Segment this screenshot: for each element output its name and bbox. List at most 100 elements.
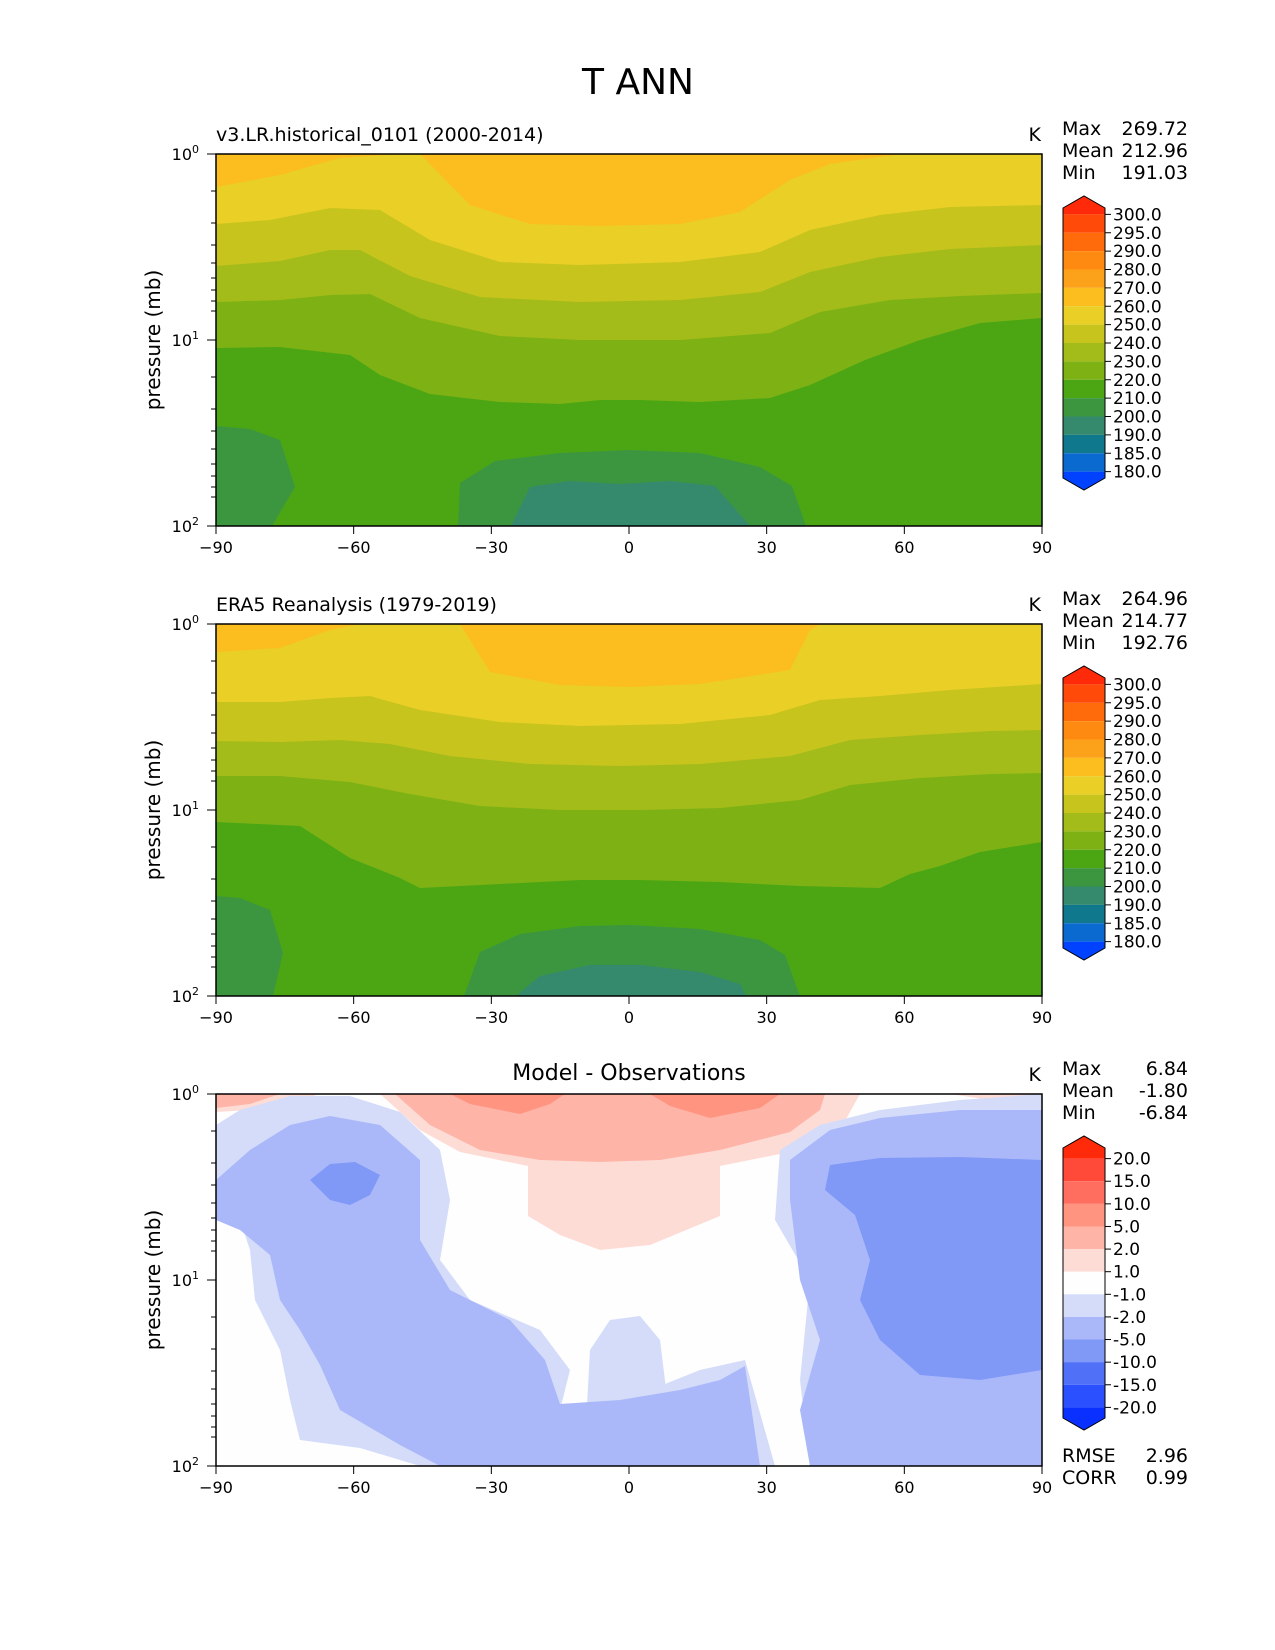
y-axis-label: pressure (mb) [141, 270, 165, 411]
x-tick-label: 0 [624, 538, 634, 557]
colorbar-segment [1063, 666, 1105, 685]
x-tick-label: −60 [337, 538, 371, 557]
colorbar-segment [1063, 1158, 1105, 1182]
colorbar-tick-label: 210.0 [1113, 859, 1162, 879]
colorbar: 300.0295.0290.0280.0270.0260.0250.0240.0… [1062, 195, 1162, 491]
colorbar-segment [1063, 721, 1105, 740]
y-tick-label: 100 [172, 143, 199, 164]
stat-value: -6.84 [1139, 1102, 1188, 1124]
colorbar-tick-label: 250.0 [1113, 316, 1162, 336]
x-tick-label: −60 [337, 1008, 371, 1027]
colorbar-segment [1063, 214, 1105, 233]
y-tick-label: 102 [172, 1455, 199, 1476]
colorbar-tick-label: 5.0 [1113, 1217, 1140, 1237]
colorbar-segment [1063, 196, 1105, 215]
colorbar-segment [1063, 739, 1105, 758]
y-tick-label: 101 [172, 799, 199, 820]
colorbar-tick-label: 180.0 [1113, 463, 1162, 483]
colorbar-tick-label: 230.0 [1113, 822, 1162, 842]
panel-difference: Model - Observations K 10 [141, 1058, 1188, 1497]
colorbar-segment [1063, 269, 1105, 288]
contour-band-8 [516, 965, 746, 996]
y-axis-label: pressure (mb) [141, 740, 165, 881]
x-tick-label: −90 [199, 1478, 233, 1497]
colorbar-tick-label: 2.0 [1113, 1240, 1140, 1260]
colorbar-segment [1063, 1407, 1105, 1430]
stat-label: Min [1062, 162, 1096, 184]
contour-field [216, 1094, 1042, 1466]
colorbar-tick-label: 270.0 [1113, 279, 1162, 299]
stat-label: Mean [1062, 1080, 1114, 1102]
panel-observations: ERA5 Reanalysis (1979-2019) K 100 101 10… [141, 588, 1188, 1027]
colorbar-tick-label: 220.0 [1113, 371, 1162, 391]
colorbar-tick-label: 185.0 [1113, 444, 1162, 464]
x-tick-label: 60 [894, 1008, 914, 1027]
x-tick-label: 30 [756, 538, 776, 557]
colorbar-tick-label: 1.0 [1113, 1263, 1140, 1283]
x-tick-label: −90 [199, 538, 233, 557]
x-tick-label: 60 [894, 538, 914, 557]
x-tick-label: 90 [1032, 1008, 1052, 1027]
colorbar-tick-label: 240.0 [1113, 334, 1162, 354]
contour-field [216, 154, 1042, 526]
colorbar-segment [1063, 684, 1105, 703]
colorbar-tick-label: 300.0 [1113, 205, 1162, 225]
colorbar-outline [1062, 195, 1106, 491]
colorbar-segment [1063, 941, 1105, 960]
metric-label: RMSE [1062, 1445, 1116, 1467]
colorbar-tick-label: 10.0 [1113, 1195, 1151, 1215]
stat-value: 212.96 [1122, 140, 1188, 162]
colorbar-segment [1063, 379, 1105, 399]
x-tick-label: −60 [337, 1478, 371, 1497]
colorbar-outline [1062, 665, 1106, 961]
colorbar-tick-label: 15.0 [1113, 1172, 1151, 1192]
x-axis: −90 −60 −30 0 30 60 90 [199, 996, 1052, 1027]
colorbar-segment [1063, 776, 1105, 795]
colorbar-tick-label: 250.0 [1113, 786, 1162, 806]
stats-box: Max 269.72 Mean 212.96 Min 191.03 [1062, 118, 1188, 184]
colorbar-segment [1063, 361, 1105, 380]
colorbar-tick-label: 280.0 [1113, 731, 1162, 751]
stats-box: Max 264.96 Mean 214.77 Min 192.76 [1062, 588, 1188, 654]
colorbar: 20.015.0 10.05.0 2.0 1.0-1.0 -2.0 -5.0-10.0 -1… [1062, 1135, 1157, 1431]
x-tick-label: 90 [1032, 538, 1052, 557]
contour-band-positive-3 [650, 1094, 780, 1118]
panel-title: v3.LR.historical_0101 (2000-2014) [216, 124, 544, 146]
contour-band-negative-1 [587, 1316, 668, 1405]
colorbar-tick-label: 290.0 [1113, 712, 1162, 732]
stat-value: 269.72 [1122, 118, 1188, 140]
contour-band-7 [216, 896, 283, 996]
stat-value: -1.80 [1139, 1080, 1188, 1102]
x-tick-label: 0 [624, 1008, 634, 1027]
figure-title: T ANN [581, 62, 694, 103]
y-axis-ticks [207, 623, 216, 997]
colorbar-tick-label: -5.0 [1113, 1331, 1146, 1351]
stat-label: Min [1062, 632, 1096, 654]
colorbar-segment [1063, 471, 1105, 490]
y-tick-label: 100 [172, 613, 199, 634]
colorbar-segment [1063, 702, 1105, 722]
stat-label: Mean [1062, 610, 1114, 632]
colorbar-segment [1063, 813, 1105, 832]
units-label: K [1029, 594, 1042, 616]
colorbar-tick-label: 210.0 [1113, 389, 1162, 409]
y-tick-label: 101 [172, 329, 199, 350]
contour-band-negative-3 [310, 1162, 380, 1205]
x-tick-label: 90 [1032, 1478, 1052, 1497]
metric-label: CORR [1062, 1467, 1117, 1489]
colorbar-tick-label: 220.0 [1113, 841, 1162, 861]
colorbar-tick-label: -20.0 [1113, 1398, 1157, 1418]
x-tick-label: 30 [756, 1478, 776, 1497]
colorbar: 300.0295.0290.0280.0270.0260.0250.0240.0… [1062, 665, 1162, 961]
colorbar-tick-label: 240.0 [1113, 804, 1162, 824]
colorbar-tick-label: 180.0 [1113, 933, 1162, 953]
colorbar-segment [1063, 1226, 1105, 1250]
colorbar-segment [1063, 923, 1105, 942]
y-axis-label: pressure (mb) [141, 1210, 165, 1351]
y-axis-ticks [207, 153, 216, 527]
colorbar-segment [1063, 1271, 1105, 1295]
colorbar-segment [1063, 1249, 1105, 1272]
colorbar-segment [1063, 886, 1105, 905]
stat-value: 192.76 [1122, 632, 1188, 654]
